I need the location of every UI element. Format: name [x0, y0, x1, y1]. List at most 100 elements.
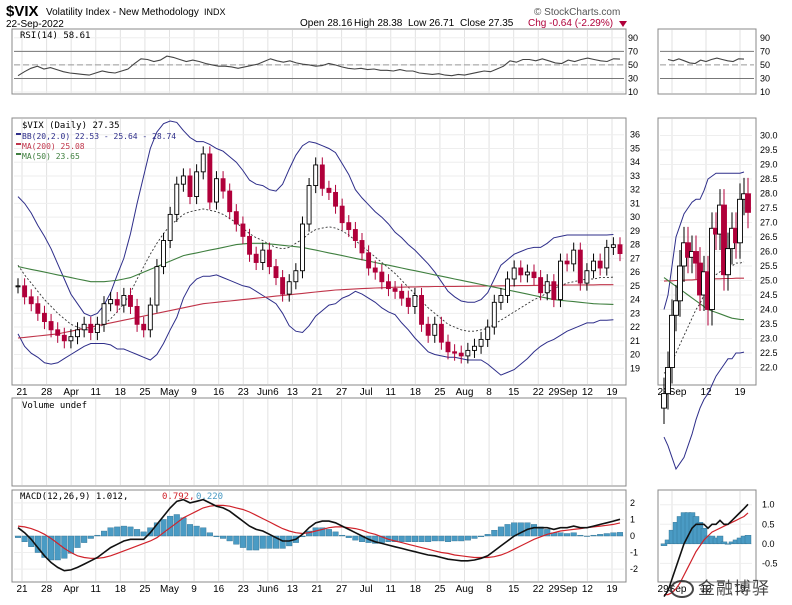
- zoom-price-y-tick: 25.5: [760, 261, 778, 271]
- price-y-tick: 23: [630, 308, 640, 318]
- x-tick-label: 15: [508, 387, 520, 398]
- macd-histogram-bar: [325, 529, 332, 537]
- rsi-y-tick: 70: [628, 46, 638, 56]
- zoom-rsi-y-tick: 70: [760, 46, 770, 56]
- macd-histogram-bar: [577, 534, 584, 537]
- x-tick-label: 21: [311, 584, 323, 595]
- macd-histogram-bar: [610, 532, 617, 537]
- x-tick-label: 27: [336, 387, 348, 398]
- zoom-x-tick-label: 29Sep: [658, 387, 687, 398]
- macd-histogram-bar: [405, 535, 412, 542]
- candle: [233, 211, 239, 225]
- candle: [293, 270, 299, 283]
- candle: [472, 345, 477, 351]
- candle: [220, 178, 226, 192]
- zoom-candle: [661, 393, 667, 409]
- macd-histogram-bar: [504, 524, 511, 537]
- low-value: Low 26.71: [408, 18, 455, 29]
- zoom-rsi-y-tick: 90: [760, 33, 770, 43]
- macd-histogram-bar: [372, 535, 379, 544]
- macd-histogram-bar: [557, 532, 564, 537]
- price-y-tick: 35: [630, 143, 640, 153]
- zoom-price-y-tick: 23.0: [760, 334, 778, 344]
- rsi-y-tick: 10: [628, 87, 638, 97]
- x-tick-label: 9: [191, 584, 197, 595]
- candle: [379, 271, 385, 283]
- zoom-macd-histogram-bar: [660, 543, 668, 546]
- chart-date: 22-Sep-2022: [6, 19, 64, 30]
- macd-histogram-bar: [279, 535, 286, 549]
- candle: [81, 323, 87, 331]
- candle: [597, 260, 603, 269]
- candle: [352, 229, 358, 241]
- zoom-bb-lower-line: [663, 351, 745, 471]
- candle: [147, 304, 153, 331]
- macd-histogram-bar: [392, 535, 399, 542]
- candle: [346, 222, 352, 230]
- zoom-candle: [721, 204, 727, 276]
- x-tick-label: 13: [287, 584, 299, 595]
- macd-histogram-bar: [564, 533, 571, 537]
- candle: [88, 323, 94, 333]
- macd-histogram-bar: [398, 535, 405, 542]
- macd-histogram-bar: [544, 529, 551, 537]
- candle: [419, 295, 424, 325]
- x-tick-label: Apr: [63, 584, 79, 595]
- candle: [319, 164, 325, 189]
- candle: [180, 175, 186, 185]
- candle: [154, 266, 160, 306]
- symbol-name: Volatility Index - New Methodology: [46, 7, 199, 18]
- candle: [280, 277, 286, 295]
- series-layer: [14, 55, 752, 598]
- candle: [538, 277, 544, 294]
- candle: [48, 321, 54, 331]
- macd-histogram-bar: [14, 535, 22, 538]
- x-tick-label: 29Sep: [548, 387, 577, 398]
- macd-histogram-bar: [21, 535, 28, 542]
- x-tick-label: 11: [91, 387, 102, 398]
- zoom-x-tick-label: 12: [700, 387, 712, 398]
- macd-histogram-bar: [253, 535, 260, 551]
- candle: [22, 285, 28, 298]
- rsi-y-tick: 30: [628, 73, 638, 83]
- macd-histogram-bar: [134, 529, 141, 537]
- macd-histogram-bar: [431, 535, 438, 542]
- zoom-price-y-tick: 22.5: [760, 348, 778, 358]
- candle: [445, 341, 451, 353]
- zoom-price-y-tick: 24.0: [760, 305, 778, 315]
- x-tick-label: 8: [486, 584, 492, 595]
- candle: [405, 297, 411, 307]
- zoom-price-y-tick: 27.5: [760, 203, 778, 213]
- macd-label: MACD(12,26,9) 1.012,: [20, 492, 128, 502]
- x-tick-label: 21: [16, 387, 28, 398]
- candle: [498, 295, 504, 303]
- rsi-label: RSI(14) 58.61: [20, 31, 90, 41]
- zoom-x-tick-label: 19: [734, 387, 746, 398]
- macd-panel: [11, 489, 627, 583]
- zoom-price-y-tick: 28.0: [760, 189, 778, 199]
- candle: [200, 153, 206, 173]
- macd-histogram-bar: [48, 535, 55, 561]
- close-value: Close 27.35: [460, 18, 514, 29]
- zoom-candle: [669, 314, 675, 368]
- macd-histogram-bar: [471, 535, 478, 539]
- candle: [617, 244, 623, 255]
- x-tick-label: 18: [115, 584, 127, 595]
- candle: [531, 271, 537, 279]
- change-value: Chg -0.64 (-2.29%): [528, 18, 613, 29]
- price-y-tick: 25: [630, 281, 640, 291]
- macd-histogram-bar: [180, 517, 187, 537]
- macd-histogram-bar: [233, 535, 240, 545]
- bb-upper-line: [17, 120, 614, 317]
- volume-label: Volume undef: [22, 401, 87, 411]
- watermark: 金融博驿: [670, 574, 770, 599]
- candle: [571, 249, 577, 265]
- candle: [339, 205, 345, 224]
- rsi-panel: [11, 28, 627, 95]
- macd-histogram-bar: [107, 527, 114, 537]
- candle: [121, 295, 127, 306]
- macd-histogram-bar: [239, 535, 246, 548]
- candle: [247, 235, 252, 255]
- zoom-macd-y-tick: -0.5: [762, 558, 778, 568]
- macd-histogram-bar: [438, 535, 445, 542]
